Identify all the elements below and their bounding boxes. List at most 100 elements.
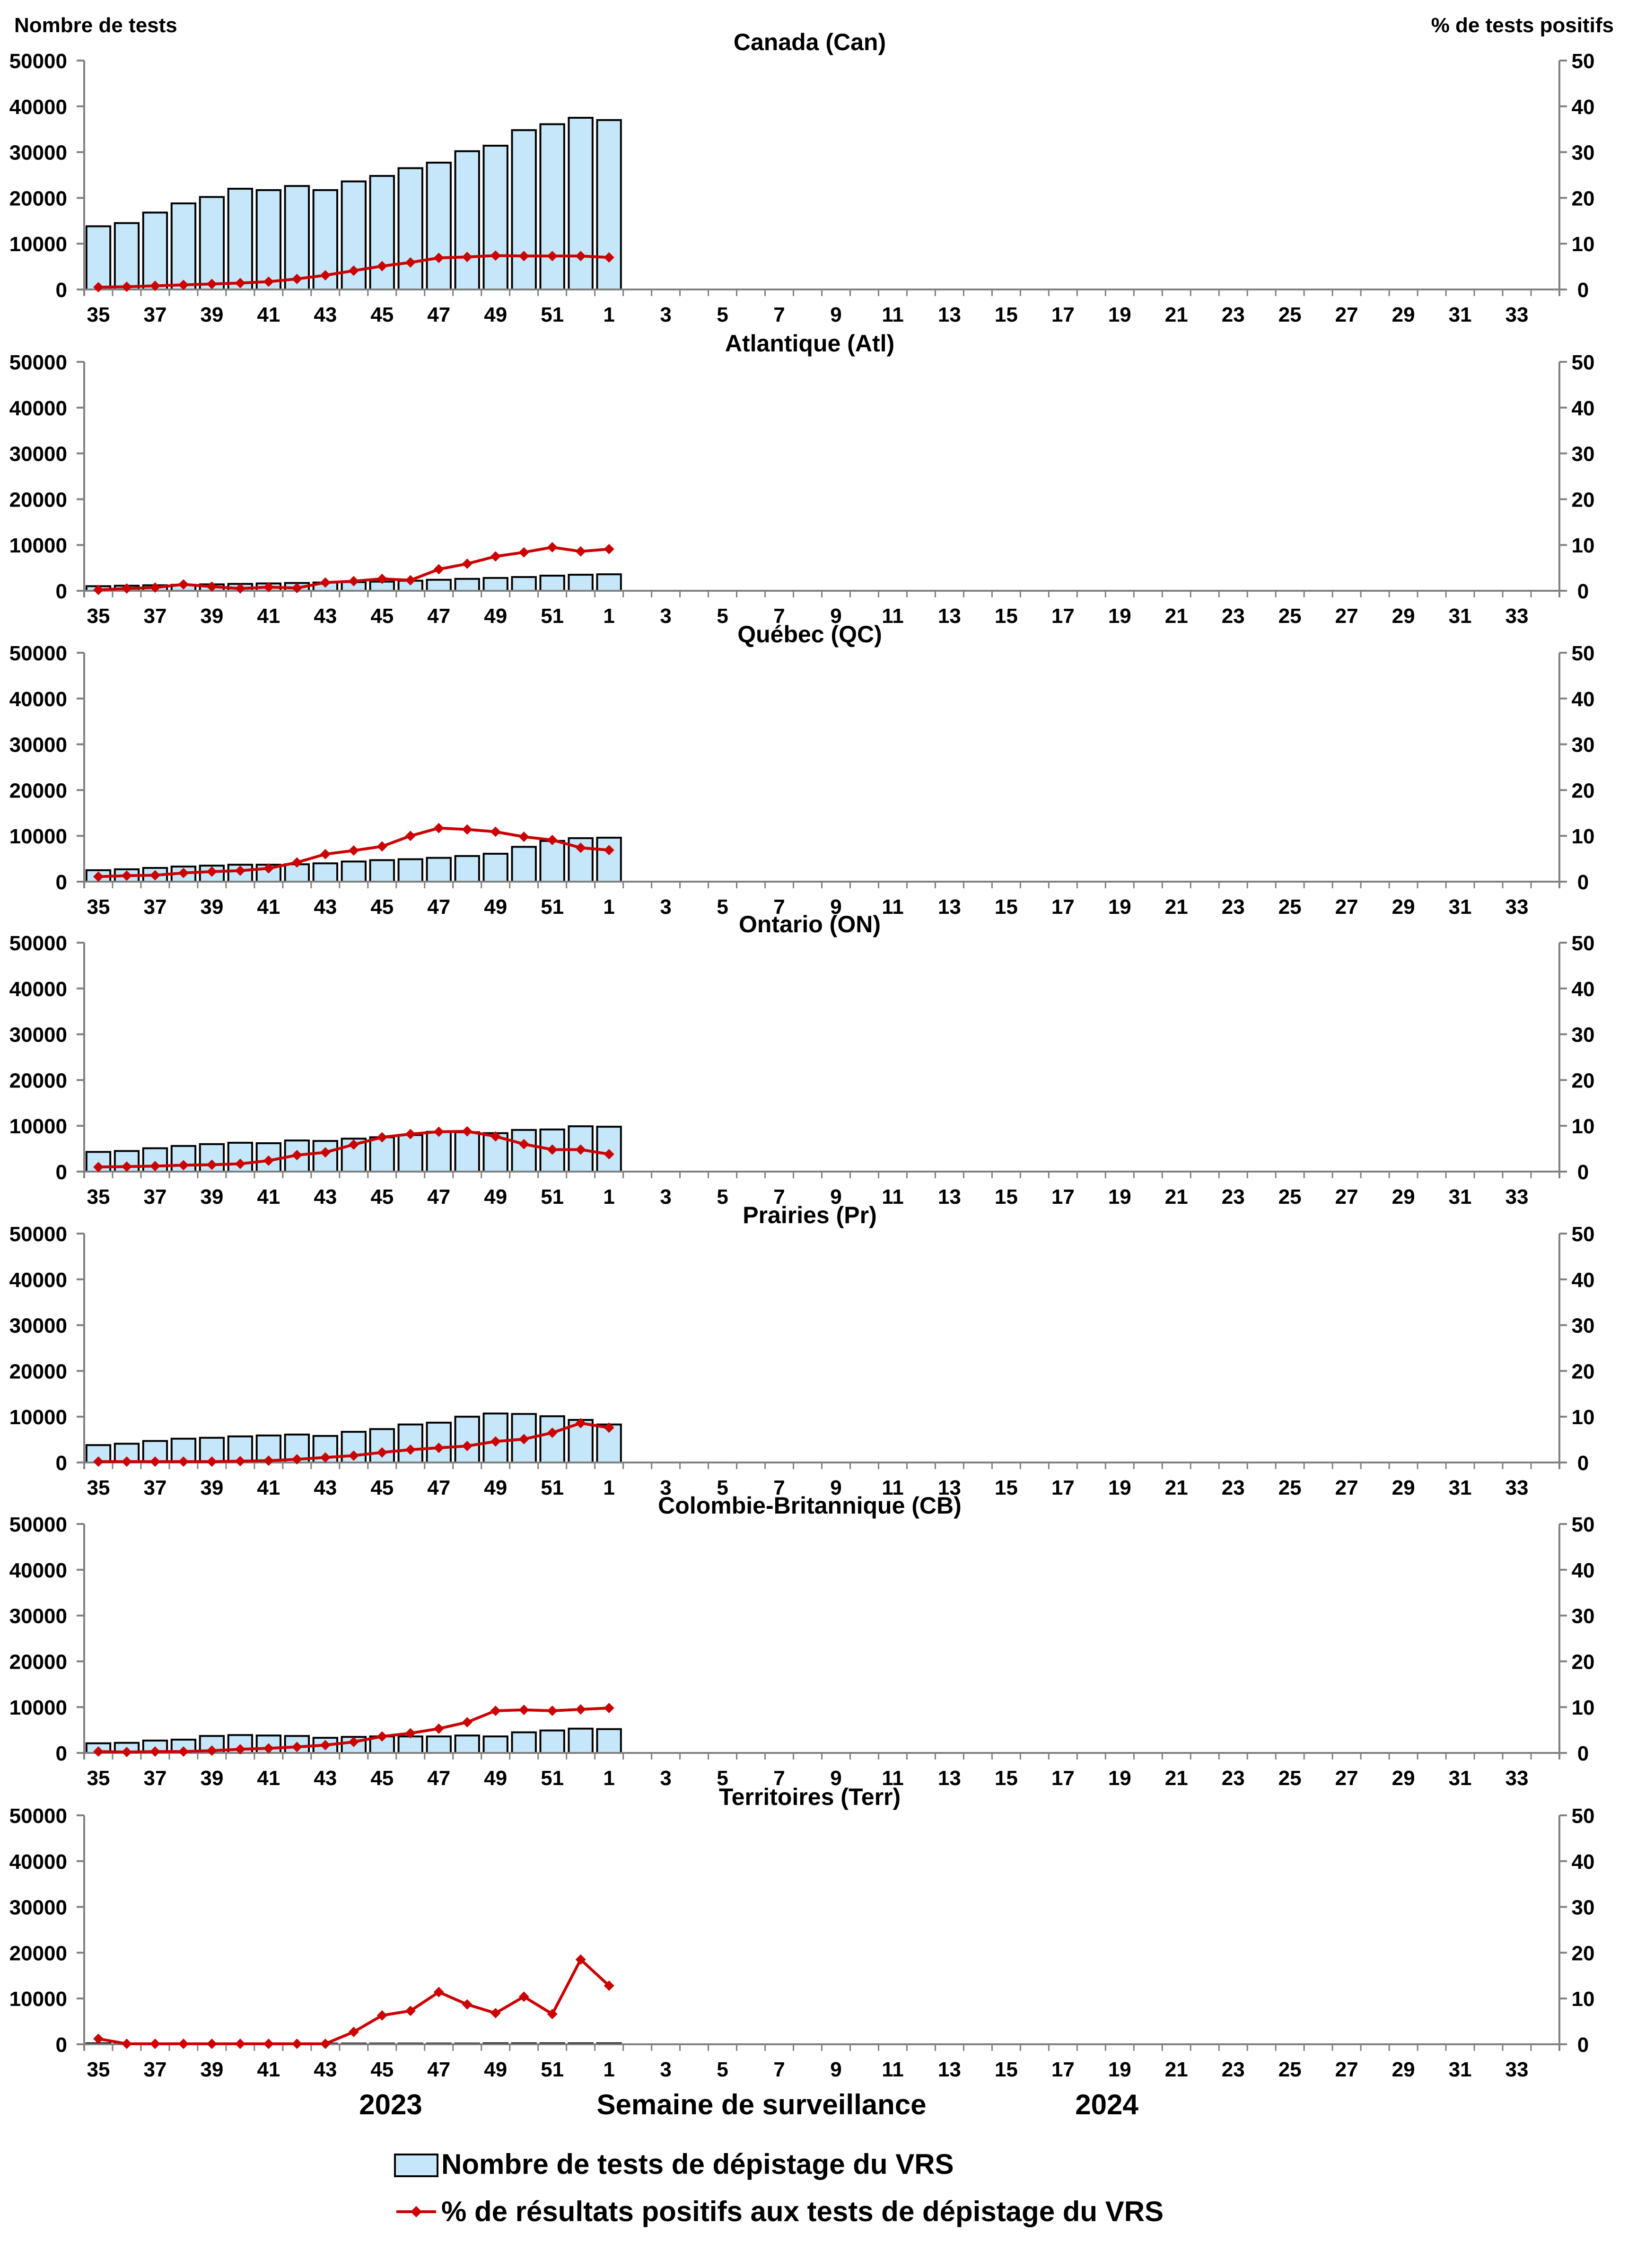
x-tick-label: 23 bbox=[1222, 895, 1245, 919]
x-tick-label: 21 bbox=[1165, 2058, 1188, 2081]
pct-marker-week-40 bbox=[235, 865, 245, 876]
x-tick-label: 51 bbox=[541, 1476, 564, 1499]
chart-title: Canada (Can) bbox=[734, 29, 886, 55]
x-tick-label: 19 bbox=[1108, 895, 1131, 919]
pct-marker-week-49 bbox=[490, 826, 501, 837]
right-tick-label: 50 bbox=[1572, 932, 1595, 955]
x-tick-label: 21 bbox=[1165, 604, 1188, 628]
x-tick-label: 41 bbox=[257, 895, 280, 919]
bar-week-46 bbox=[397, 1134, 423, 1173]
pct-marker-week-35 bbox=[93, 1746, 104, 1757]
legend-line-label: % de résultats positifs aux tests de dép… bbox=[441, 2196, 1164, 2227]
bar-week-49 bbox=[482, 1735, 508, 1754]
bar-week-46 bbox=[397, 858, 423, 883]
x-tick-label: 49 bbox=[484, 1767, 507, 1790]
x-tick-label: 15 bbox=[995, 895, 1018, 919]
x-tick-label: 7 bbox=[773, 895, 785, 919]
x-tick-label: 37 bbox=[143, 1767, 166, 1790]
right-tick-label: 50 bbox=[1572, 642, 1595, 665]
pct-marker-week-1 bbox=[604, 543, 614, 554]
pct-marker-week-37 bbox=[149, 280, 160, 291]
right-tick-label: 0 bbox=[1577, 1742, 1589, 1765]
x-tick-label: 15 bbox=[995, 1767, 1018, 1790]
x-tick-label: 45 bbox=[370, 303, 394, 326]
bar-week-46 bbox=[397, 1735, 423, 1754]
right-tick-label: 40 bbox=[1572, 96, 1595, 119]
x-tick-label: 13 bbox=[938, 1476, 961, 1499]
left-tick-label: 20000 bbox=[9, 779, 67, 802]
x-tick-label: 15 bbox=[995, 303, 1018, 326]
right-tick-label: 20 bbox=[1572, 1650, 1595, 1673]
x-tick-label: 49 bbox=[484, 2058, 507, 2081]
chart-panel-5: Colombie-Britannique (CB) 0 10000 20000 3000… bbox=[9, 1492, 1595, 1790]
x-tick-label: 27 bbox=[1335, 604, 1358, 628]
pct-marker-week-47 bbox=[433, 1987, 444, 1997]
left-tick-label: 10000 bbox=[9, 233, 67, 256]
right-tick-label: 30 bbox=[1572, 1024, 1595, 1047]
x-tick-label: 31 bbox=[1449, 2058, 1472, 2081]
x-tick-label: 5 bbox=[717, 1185, 728, 1208]
x-tick-label: 19 bbox=[1108, 1767, 1131, 1790]
pct-marker-week-43 bbox=[320, 2039, 331, 2049]
pct-marker-week-36 bbox=[121, 1747, 132, 1758]
x-tick-label: 51 bbox=[541, 1767, 564, 1790]
x-tick-label: 41 bbox=[257, 303, 280, 326]
pct-marker-week-44 bbox=[348, 1139, 359, 1150]
right-tick-label: 10 bbox=[1572, 534, 1595, 557]
pct-marker-week-50 bbox=[518, 1434, 529, 1445]
x-tick-label: 21 bbox=[1165, 1185, 1188, 1208]
x-tick-label: 27 bbox=[1335, 1476, 1358, 1499]
x-tick-label: 39 bbox=[200, 303, 223, 326]
x-tick-label: 37 bbox=[143, 303, 166, 326]
x-tick-label: 15 bbox=[995, 2058, 1018, 2081]
pct-marker-week-46 bbox=[405, 1444, 416, 1455]
pct-marker-week-46 bbox=[405, 257, 416, 268]
pct-marker-week-47 bbox=[433, 1723, 444, 1734]
x-tick-label: 13 bbox=[938, 1185, 961, 1208]
pct-marker-week-35 bbox=[93, 2033, 104, 2044]
left-tick-label: 50000 bbox=[9, 642, 67, 665]
pct-marker-week-52 bbox=[575, 546, 586, 557]
bar-week-50 bbox=[511, 1731, 537, 1754]
right-tick-label: 10 bbox=[1572, 825, 1595, 848]
left-tick-label: 40000 bbox=[9, 397, 67, 420]
bar-week-41 bbox=[255, 189, 282, 290]
x-tick-label: 7 bbox=[773, 1767, 785, 1790]
x-tick-label: 35 bbox=[87, 604, 110, 628]
bar-week-51 bbox=[539, 840, 565, 883]
pct-marker-week-41 bbox=[263, 863, 274, 874]
x-tick-label: 13 bbox=[938, 2058, 961, 2081]
pct-marker-week-48 bbox=[462, 1441, 473, 1452]
pct-marker-week-46 bbox=[405, 575, 416, 586]
x-tick-label: 25 bbox=[1278, 303, 1302, 326]
x-tick-label: 47 bbox=[427, 2058, 450, 2081]
left-tick-label: 40000 bbox=[9, 1850, 67, 1874]
x-tick-label: 27 bbox=[1335, 2058, 1358, 2081]
x-tick-label: 29 bbox=[1392, 1185, 1415, 1208]
pct-marker-week-52 bbox=[575, 251, 586, 262]
pct-marker-week-37 bbox=[149, 582, 160, 593]
x-tick-label: 7 bbox=[773, 604, 785, 628]
x-tick-label: 47 bbox=[427, 604, 450, 628]
pct-marker-week-45 bbox=[376, 1447, 387, 1458]
pct-marker-week-36 bbox=[121, 281, 132, 292]
x-tick-label: 25 bbox=[1278, 895, 1302, 919]
bar-week-1 bbox=[596, 837, 622, 883]
left-tick-label: 50000 bbox=[9, 1804, 67, 1828]
x-tick-label: 3 bbox=[660, 303, 671, 326]
right-tick-label: 0 bbox=[1577, 580, 1589, 603]
left-tick-label: 0 bbox=[56, 871, 67, 894]
x-tick-label: 13 bbox=[938, 895, 961, 919]
right-tick-label: 20 bbox=[1572, 488, 1595, 511]
right-tick-label: 50 bbox=[1572, 1223, 1595, 1246]
pct-marker-week-39 bbox=[206, 1745, 217, 1756]
x-tick-label: 41 bbox=[257, 1185, 280, 1208]
pct-marker-week-50 bbox=[518, 1138, 529, 1149]
left-tick-label: 0 bbox=[56, 2033, 67, 2057]
bar-week-35 bbox=[85, 225, 112, 290]
left-tick-label: 40000 bbox=[9, 1269, 67, 1292]
pct-marker-week-44 bbox=[348, 1450, 359, 1461]
x-tick-label: 5 bbox=[717, 303, 728, 326]
pct-marker-week-1 bbox=[604, 1422, 614, 1433]
left-tick-label: 0 bbox=[56, 1161, 67, 1184]
